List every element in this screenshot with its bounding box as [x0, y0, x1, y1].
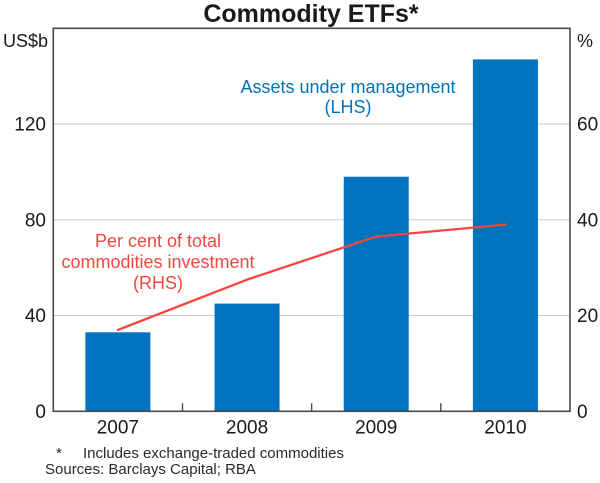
left-tick-label: 120 — [14, 115, 46, 136]
aum-annotation-line2: (LHS) — [324, 97, 372, 117]
bar-2008 — [214, 303, 280, 412]
year-label: 2010 — [484, 417, 526, 438]
percent-annotation-line3: (RHS) — [132, 273, 183, 293]
right-tick-label: 40 — [577, 210, 598, 231]
right-tick-label: 20 — [577, 306, 598, 327]
year-label: 2009 — [355, 417, 397, 438]
right-tick-label: 0 — [577, 402, 588, 423]
right-axis-unit-label: % — [577, 31, 594, 51]
bar-2007 — [85, 332, 151, 412]
bar-2010 — [472, 59, 538, 412]
footnote: * Includes exchange-traded commodities — [56, 445, 344, 462]
left-axis-unit-label: US$b — [2, 31, 48, 51]
left-tick-label: 0 — [35, 402, 46, 423]
right-tick-label: 60 — [577, 115, 598, 136]
aum-series-annotation: Assets under management (LHS) — [240, 77, 455, 117]
year-label: 2007 — [97, 417, 139, 438]
bar-2009 — [343, 176, 409, 412]
percent-line — [116, 223, 507, 332]
percent-annotation-line2: commodities investment — [61, 252, 255, 272]
percent-annotation-line1: Per cent of total — [94, 231, 222, 251]
left-tick-label: 80 — [25, 210, 46, 231]
left-tick-label: 40 — [25, 306, 46, 327]
footnote-marker: * — [56, 445, 62, 462]
aum-annotation-line1: Assets under management — [240, 77, 456, 97]
footnote-text: Includes exchange-traded commodities — [83, 445, 344, 462]
percent-series-annotation: Per cent of total commodities investment… — [61, 231, 254, 294]
chart-title: Commodity ETFs* — [203, 0, 419, 28]
sources-line: Sources: Barclays Capital; RBA — [45, 461, 256, 478]
year-label: 2008 — [226, 417, 268, 438]
